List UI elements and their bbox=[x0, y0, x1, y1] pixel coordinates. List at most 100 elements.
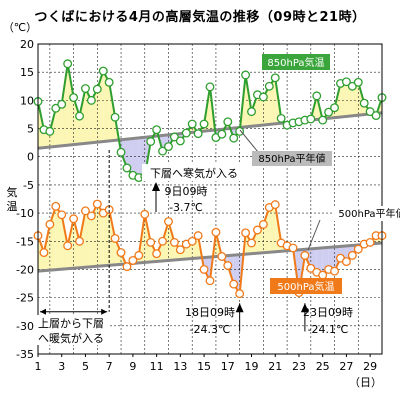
y-tick-label: -10 bbox=[16, 207, 34, 220]
marker-850 bbox=[258, 92, 268, 102]
marker-500 bbox=[270, 200, 280, 210]
marker-850 bbox=[57, 99, 67, 109]
marker-500 bbox=[134, 250, 144, 260]
x-tick-label: 27 bbox=[339, 360, 353, 373]
marker-500 bbox=[152, 249, 162, 259]
marker-850 bbox=[75, 111, 84, 121]
cold-value: -3.7℃ bbox=[169, 201, 203, 214]
marker-850 bbox=[181, 128, 191, 138]
marker-500 bbox=[252, 225, 262, 235]
marker-500 bbox=[211, 227, 221, 237]
fill-850 bbox=[257, 94, 264, 126]
warm-arrowhead-right bbox=[101, 308, 108, 315]
marker-500 bbox=[235, 289, 245, 299]
marker-500 bbox=[217, 252, 227, 261]
marker-850 bbox=[353, 77, 363, 87]
marker-500 bbox=[258, 219, 268, 229]
legend-500-box bbox=[270, 278, 342, 294]
x-axis-label: （日） bbox=[349, 376, 382, 389]
marker-850 bbox=[187, 119, 197, 129]
marker-850 bbox=[229, 133, 239, 143]
marker-500 bbox=[69, 214, 79, 224]
y-tick-label: 5 bbox=[27, 123, 34, 136]
y-unit-label: （℃） bbox=[3, 21, 37, 34]
marker-500 bbox=[241, 228, 251, 238]
marker-850 bbox=[158, 146, 168, 156]
cold-label-box bbox=[142, 164, 242, 181]
marker-850 bbox=[276, 113, 286, 123]
marker-850 bbox=[199, 119, 209, 129]
x-tick-label: 13 bbox=[173, 360, 187, 373]
fill-500 bbox=[269, 204, 276, 253]
leader-850-normal bbox=[239, 129, 259, 153]
x-tick-label: 17 bbox=[221, 360, 235, 373]
y-axis-label: 気温 bbox=[7, 185, 18, 213]
marker-850 bbox=[86, 95, 96, 105]
x-tick-label: 7 bbox=[106, 360, 113, 373]
x-tick-label: 5 bbox=[82, 360, 89, 373]
y-tick-label: -5 bbox=[23, 179, 34, 192]
x-tick-label: 1 bbox=[35, 360, 42, 373]
marker-850 bbox=[193, 129, 203, 139]
y-tick-label: -35 bbox=[16, 348, 34, 361]
marker-500 bbox=[128, 255, 138, 265]
x-tick-label: 9 bbox=[129, 360, 136, 373]
marker-850 bbox=[63, 59, 73, 69]
x-tick-label: 3 bbox=[58, 360, 65, 373]
marker-850 bbox=[169, 132, 179, 142]
marker-500 bbox=[51, 201, 61, 211]
fill-850 bbox=[73, 97, 80, 145]
marker-500 bbox=[300, 250, 310, 260]
fill-850 bbox=[132, 137, 139, 178]
marker-850 bbox=[45, 126, 55, 136]
fill-500 bbox=[55, 206, 62, 270]
marker-850 bbox=[104, 77, 114, 87]
marker-500 bbox=[247, 238, 256, 248]
marker-500 bbox=[158, 236, 168, 246]
fill-850 bbox=[55, 104, 62, 147]
label-850-normal-text: 850hPa平年値 bbox=[258, 152, 325, 165]
fill-500 bbox=[97, 204, 104, 267]
x-tick-label: 25 bbox=[316, 360, 330, 373]
y-tick-label: 0 bbox=[27, 151, 34, 164]
marker-850 bbox=[175, 136, 185, 146]
label-23-value: -24.1℃ bbox=[308, 323, 349, 336]
warm-label-2: へ暖気が入る bbox=[38, 331, 104, 345]
marker-850 bbox=[205, 82, 215, 92]
fill-500 bbox=[85, 210, 92, 268]
grid bbox=[38, 44, 383, 354]
marker-500 bbox=[164, 217, 173, 226]
marker-850 bbox=[152, 125, 162, 135]
marker-500 bbox=[39, 248, 49, 257]
marker-500 bbox=[122, 262, 132, 272]
marker-500 bbox=[63, 241, 73, 251]
marker-850 bbox=[324, 107, 334, 117]
marker-500 bbox=[175, 245, 185, 255]
cold-date: 9日09時 bbox=[165, 185, 208, 198]
warm-label-1: 上層から下層 bbox=[38, 317, 104, 330]
marker-850 bbox=[146, 137, 156, 146]
marker-850 bbox=[347, 81, 357, 91]
marker-850 bbox=[223, 117, 233, 127]
marker-500 bbox=[92, 199, 102, 209]
marker-500 bbox=[187, 236, 197, 246]
fill-850 bbox=[67, 63, 74, 146]
marker-850 bbox=[217, 129, 227, 139]
marker-500 bbox=[57, 210, 67, 220]
marker-850 bbox=[264, 81, 274, 91]
label-850-normal-box bbox=[252, 151, 332, 166]
marker-850 bbox=[98, 66, 108, 76]
marker-500 bbox=[288, 243, 298, 253]
marker-500 bbox=[330, 266, 340, 276]
y-tick-label: 15 bbox=[20, 66, 34, 79]
marker-850 bbox=[80, 84, 90, 93]
marker-500 bbox=[80, 206, 90, 216]
plot-frame bbox=[37, 43, 383, 355]
marker-850 bbox=[312, 91, 322, 101]
marker-850 bbox=[116, 147, 126, 157]
marker-500 bbox=[223, 261, 233, 270]
x-tick-label: 21 bbox=[268, 360, 282, 373]
legend-850-text: 850hPa気温 bbox=[267, 56, 324, 69]
fill-500 bbox=[61, 214, 68, 270]
marker-850 bbox=[235, 126, 245, 136]
